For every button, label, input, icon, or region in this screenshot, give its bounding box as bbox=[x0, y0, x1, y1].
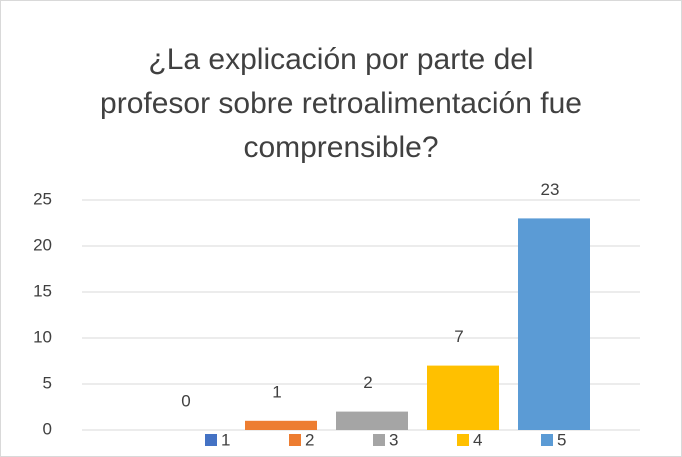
bar bbox=[245, 420, 317, 430]
legend-swatch bbox=[373, 434, 385, 446]
y-tick-label: 20 bbox=[33, 235, 52, 254]
legend-label: 3 bbox=[389, 430, 398, 449]
legend-label: 1 bbox=[221, 430, 230, 449]
y-tick-label: 0 bbox=[43, 419, 52, 438]
y-tick-label: 25 bbox=[33, 189, 52, 208]
bar bbox=[518, 218, 590, 430]
bar bbox=[336, 411, 408, 430]
legend-swatch bbox=[457, 434, 469, 446]
chart-title: ¿La explicación por parte del profesor s… bbox=[100, 43, 582, 164]
data-label: 2 bbox=[363, 373, 372, 392]
data-label: 1 bbox=[272, 382, 281, 401]
legend-label: 4 bbox=[473, 430, 482, 449]
y-tick-label: 5 bbox=[43, 373, 52, 392]
legend-label: 5 bbox=[557, 430, 566, 449]
legend-swatch bbox=[205, 434, 217, 446]
legend-swatch bbox=[289, 434, 301, 446]
legend-swatch bbox=[541, 434, 553, 446]
legend-label: 2 bbox=[305, 430, 314, 449]
data-label: 7 bbox=[454, 327, 463, 346]
y-tick-label: 10 bbox=[33, 327, 52, 346]
y-tick-label: 15 bbox=[33, 281, 52, 300]
data-label: 23 bbox=[541, 180, 560, 199]
data-label: 0 bbox=[181, 391, 190, 410]
bar bbox=[427, 365, 499, 430]
